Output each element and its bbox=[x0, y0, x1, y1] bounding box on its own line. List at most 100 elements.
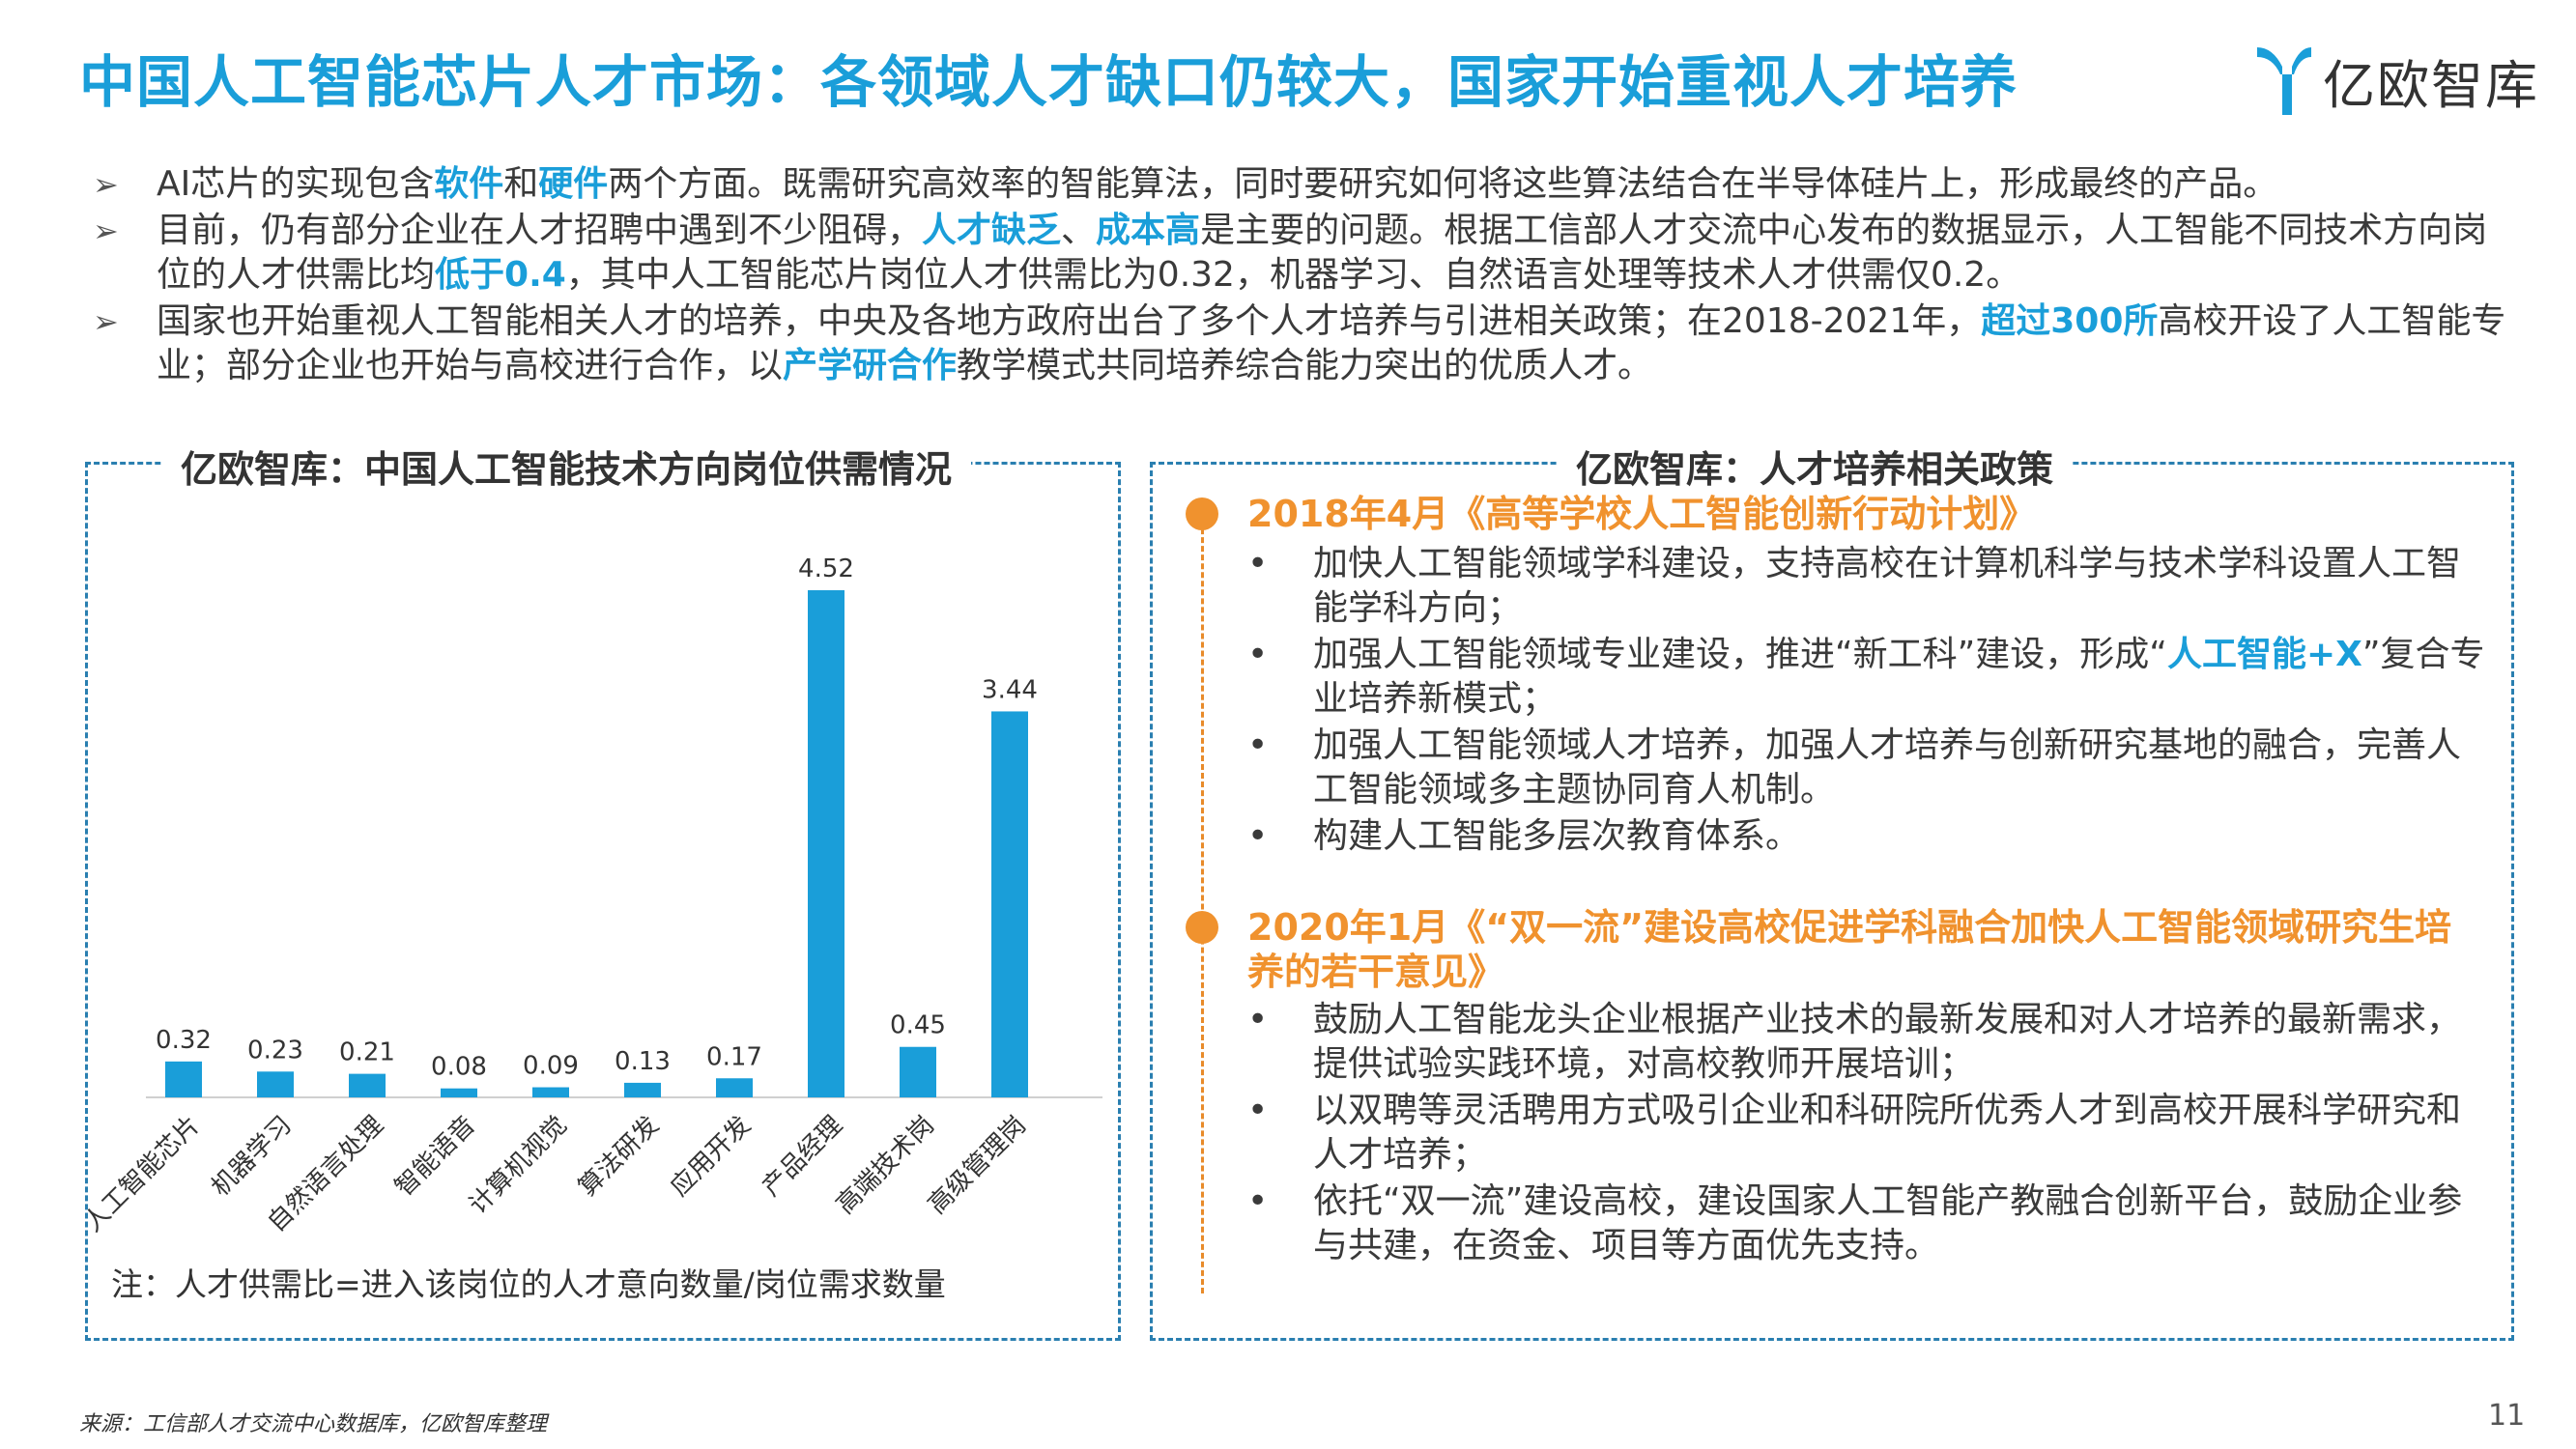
highlight-text: 人才缺乏 bbox=[922, 211, 1062, 250]
highlight-text: 产学研合作 bbox=[783, 346, 958, 385]
text-segment: 以双聘等灵活聘用方式吸引企业和科研院所优秀人才到高校开展科学研究和人才培养； bbox=[1313, 1091, 2462, 1175]
text-segment: 高校开设了人工智能专业；部分企业也开始与高校进行合作，以 bbox=[157, 301, 2506, 385]
bar bbox=[991, 711, 1028, 1097]
policy-item: • 加强人工智能领域人才培养，加强人才培养与创新研究基地的融合，完善人工智能领域多… bbox=[1247, 724, 2494, 812]
text-segment: 依托“双一流”建设高校，建设国家人工智能产教融合创新平台，鼓励企业参与共建，在资… bbox=[1313, 1181, 2463, 1265]
policy-panel-title: 亿欧智库：人才培养相关政策 bbox=[1557, 440, 2074, 493]
brand-logo: 亿欧智库 bbox=[2253, 37, 2543, 124]
text-segment: 鼓励人工智能龙头企业根据产业技术的最新发展和对人才培养的最新需求，提供试验实践环… bbox=[1313, 1000, 2462, 1084]
policy-item-text: 以双聘等灵活聘用方式吸引企业和科研院所优秀人才到高校开展科学研究和人才培养； bbox=[1313, 1091, 2461, 1175]
bar bbox=[624, 1082, 661, 1097]
bullet-dot-icon: • bbox=[1247, 725, 1269, 765]
bullet-dot-icon: • bbox=[1247, 1000, 1269, 1039]
bar bbox=[165, 1061, 202, 1097]
category-label: 应用开发 bbox=[665, 1111, 757, 1203]
bullet-text: 国家也开始重视人工智能相关人才的培养，中央及各地方政府出台了多个人才培养与引进相… bbox=[157, 301, 2505, 385]
bullet-item: ➢ AI芯片的实现包含软件和硬件两个方面。既需研究高效率的智能算法，同时要研究如… bbox=[93, 162, 2508, 207]
policy-item-text: 鼓励人工智能龙头企业根据产业技术的最新发展和对人才培养的最新需求，提供试验实践环… bbox=[1313, 1000, 2461, 1084]
timeline-dot-icon bbox=[1186, 911, 1218, 944]
data-label: 0.21 bbox=[339, 1038, 395, 1067]
category-label: 算法研发 bbox=[573, 1111, 665, 1203]
policy-item: • 鼓励人工智能龙头企业根据产业技术的最新发展和对人才培养的最新需求，提供试验实践… bbox=[1247, 998, 2494, 1087]
data-label: 0.32 bbox=[156, 1026, 212, 1055]
category-label: 产品经理 bbox=[757, 1111, 848, 1203]
text-segment: 是主要的问题。根据工信部人才交流中心发布的数据显示，人工智能不同技术方向岗位的人… bbox=[157, 211, 2488, 295]
category-label: 高级管理岗 bbox=[923, 1111, 1032, 1220]
chart-panel: 亿欧智库：中国人工智能技术方向岗位供需情况 0.32 人工智能芯片 0.23 机器学习… bbox=[85, 440, 1121, 1341]
data-label: 0.45 bbox=[890, 1011, 946, 1040]
category-label: 人工智能芯片 bbox=[88, 1111, 206, 1238]
text-segment: 加强人工智能领域人才培养，加强人才培养与创新研究基地的融合，完善人工智能领域多主… bbox=[1313, 725, 2462, 810]
text-segment: 、 bbox=[1061, 211, 1097, 250]
highlight-text: 硬件 bbox=[538, 164, 609, 204]
bullet-dot-icon: • bbox=[1247, 1181, 1269, 1221]
text-segment: 教学模式共同培养综合能力突出的优质人才。 bbox=[957, 346, 1653, 385]
highlight-text: 软件 bbox=[434, 164, 504, 204]
supply-demand-bar-chart: 0.32人工智能芯片0.23机器学习0.21自然语言处理0.08智能语音0.09… bbox=[88, 554, 1102, 1238]
policy-item-text: 构建人工智能多层次教育体系。 bbox=[1313, 816, 1800, 856]
timeline-dot-icon bbox=[1186, 497, 1218, 530]
bullet-dot-icon: • bbox=[1247, 635, 1269, 674]
bullet-item: ➢ 目前，仍有部分企业在人才招聘中遇到不少阻碍，人才缺乏、成本高是主要的问题。根… bbox=[93, 209, 2508, 298]
arrow-bullet-icon: ➢ bbox=[93, 213, 119, 249]
page-title: 中国人工智能芯片人才市场：各领域人才缺口仍较大，国家开始重视人才培养 bbox=[79, 49, 2018, 115]
text-segment: 两个方面。既需研究高效率的智能算法，同时要研究如何将这些算法结合在半导体硅片上，… bbox=[608, 164, 2278, 204]
data-label: 3.44 bbox=[982, 675, 1038, 704]
text-segment: 加快人工智能领域学科建设，支持高校在计算机科学与技术学科设置人工智能学科方向； bbox=[1313, 544, 2462, 628]
data-label: 0.13 bbox=[615, 1047, 671, 1076]
text-segment: ”复合专业培养新模式； bbox=[1313, 635, 2485, 719]
bar bbox=[808, 590, 844, 1097]
policy-item: • 以双聘等灵活聘用方式吸引企业和科研院所优秀人才到高校开展科学研究和人才培养； bbox=[1247, 1089, 2494, 1178]
text-segment: 目前，仍有部分企业在人才招聘中遇到不少阻碍， bbox=[157, 211, 923, 250]
text-segment: ，其中人工智能芯片岗位人才供需比为0.32，机器学习、自然语言处理等技术人才供需… bbox=[565, 255, 2021, 295]
policy-list: • 加快人工智能领域学科建设，支持高校在计算机科学与技术学科设置人工智能学科方向；… bbox=[1247, 542, 2494, 861]
bar bbox=[532, 1087, 569, 1097]
highlight-text: 成本高 bbox=[1096, 211, 1201, 250]
data-label: 0.09 bbox=[523, 1052, 579, 1081]
bullet-item: ➢ 国家也开始重视人工智能相关人才的培养，中央及各地方政府出台了多个人才培养与引… bbox=[93, 299, 2508, 388]
arrow-bullet-icon: ➢ bbox=[93, 166, 119, 203]
bullet-text: AI芯片的实现包含软件和硬件两个方面。既需研究高效率的智能算法，同时要研究如何将… bbox=[157, 164, 2277, 204]
category-label: 智能语音 bbox=[389, 1111, 481, 1203]
policy-item: • 构建人工智能多层次教育体系。 bbox=[1247, 814, 2494, 859]
text-segment: 国家也开始重视人工智能相关人才的培养，中央及各地方政府出台了多个人才培养与引进相… bbox=[157, 301, 1982, 341]
data-label: 0.23 bbox=[247, 1036, 303, 1065]
data-label: 0.17 bbox=[706, 1042, 762, 1071]
text-segment: 构建人工智能多层次教育体系。 bbox=[1313, 816, 1801, 856]
policy-item-text: 依托“双一流”建设高校，建设国家人工智能产教融合创新平台，鼓励企业参与共建，在资… bbox=[1313, 1181, 2462, 1265]
bar bbox=[441, 1088, 477, 1097]
page-number: 11 bbox=[2488, 1399, 2526, 1433]
policy-item: • 依托“双一流”建设高校，建设国家人工智能产教融合创新平台，鼓励企业参与共建，在… bbox=[1247, 1179, 2494, 1268]
data-label: 0.08 bbox=[431, 1053, 487, 1082]
highlight-text: 低于0.4 bbox=[435, 255, 566, 295]
intro-bullets: ➢ AI芯片的实现包含软件和硬件两个方面。既需研究高效率的智能算法，同时要研究如… bbox=[93, 162, 2508, 390]
bullet-dot-icon: • bbox=[1247, 1091, 1269, 1130]
data-label: 4.52 bbox=[798, 554, 854, 583]
text-segment: 和 bbox=[503, 164, 539, 204]
bar bbox=[900, 1046, 936, 1097]
source-note: 来源：工信部人才交流中心数据库，亿欧智库整理 bbox=[79, 1412, 548, 1436]
chart-note: 注：人才供需比=进入该岗位的人才意向数量/岗位需求数量 bbox=[111, 1265, 946, 1303]
policy-item-text: 加强人工智能领域人才培养，加强人才培养与创新研究基地的融合，完善人工智能领域多主… bbox=[1313, 725, 2461, 810]
bullet-text: 目前，仍有部分企业在人才招聘中遇到不少阻碍，人才缺乏、成本高是主要的问题。根据工… bbox=[157, 211, 2487, 295]
logo-mark-icon bbox=[2257, 47, 2311, 115]
policy-heading: 2018年4月《高等学校人工智能创新行动计划》 bbox=[1247, 493, 2037, 535]
policy-list: • 鼓励人工智能龙头企业根据产业技术的最新发展和对人才培养的最新需求，提供试验实践… bbox=[1247, 998, 2494, 1270]
text-segment: AI芯片的实现包含 bbox=[157, 164, 435, 204]
bullet-dot-icon: • bbox=[1247, 816, 1269, 856]
bar bbox=[716, 1078, 753, 1097]
policy-item: • 加强人工智能领域专业建设，推进“新工科”建设，形成“人工智能+X”复合专业培养… bbox=[1247, 633, 2494, 722]
logo-text: 亿欧智库 bbox=[2323, 54, 2539, 116]
policy-item-text: 加快人工智能领域学科建设，支持高校在计算机科学与技术学科设置人工智能学科方向； bbox=[1313, 544, 2461, 628]
policy-panel: 亿欧智库：人才培养相关政策 2018年4月《高等学校人工智能创新行动计划》 • 加… bbox=[1150, 440, 2514, 1341]
highlight-text: 人工智能+X bbox=[2166, 635, 2362, 674]
category-label: 高端技术岗 bbox=[831, 1111, 940, 1220]
policy-heading: 2020年1月《“双一流”建设高校促进学科融合加快人工智能领域研究生培养的若干意… bbox=[1247, 906, 2452, 993]
timeline-line bbox=[1201, 511, 1204, 1293]
category-label: 机器学习 bbox=[206, 1111, 298, 1203]
text-segment: 加强人工智能领域专业建设，推进“新工科”建设，形成“ bbox=[1313, 635, 2167, 674]
bar bbox=[349, 1073, 386, 1097]
arrow-bullet-icon: ➢ bbox=[93, 303, 119, 340]
policy-item-text: 加强人工智能领域专业建设，推进“新工科”建设，形成“人工智能+X”复合专业培养新… bbox=[1313, 635, 2485, 719]
category-label: 计算机视觉 bbox=[464, 1111, 573, 1220]
